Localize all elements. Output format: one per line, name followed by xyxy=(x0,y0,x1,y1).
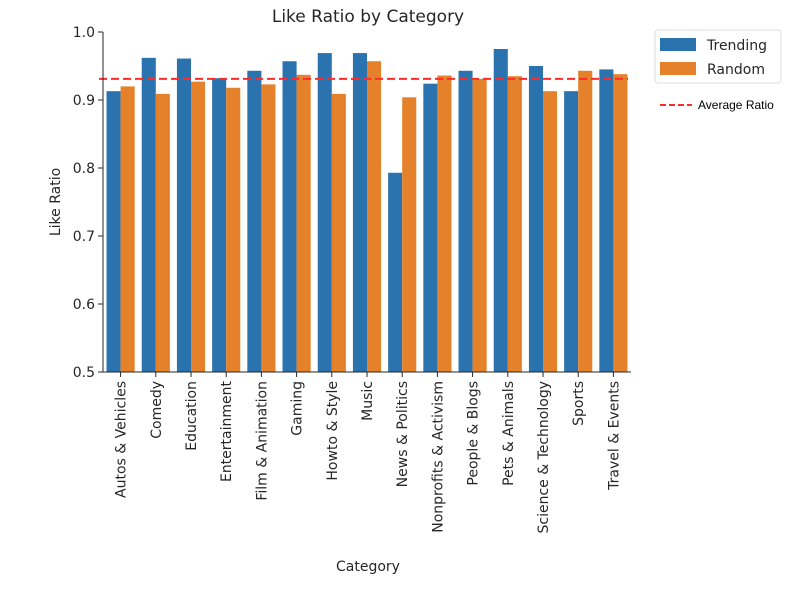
bar-trending-1 xyxy=(141,57,156,373)
y-tick-label: 0.5 xyxy=(73,365,95,381)
legend-label-trending: Trending xyxy=(706,38,767,54)
x-tick-label: Howto & Style xyxy=(325,381,341,481)
bar-random-12 xyxy=(543,91,558,372)
bar-trending-6 xyxy=(317,53,332,372)
bar-trending-5 xyxy=(282,61,297,373)
bar-random-10 xyxy=(472,78,487,373)
y-tick-label: 1.0 xyxy=(73,25,95,41)
bar-trending-2 xyxy=(176,58,191,373)
legend-label-random: Random xyxy=(707,62,765,78)
bar-random-2 xyxy=(191,81,206,372)
bar-trending-0 xyxy=(106,91,121,372)
x-tick-label: Education xyxy=(184,381,200,451)
bar-random-5 xyxy=(296,74,311,372)
y-tick-label: 0.9 xyxy=(73,93,95,109)
bar-random-1 xyxy=(155,93,170,372)
x-tick-label: Sports xyxy=(571,381,587,426)
bar-trending-9 xyxy=(423,83,438,373)
x-tick-label: Pets & Animals xyxy=(501,381,517,486)
bar-random-7 xyxy=(367,61,382,373)
legend-swatch-trending xyxy=(660,38,696,51)
bar-trending-10 xyxy=(458,70,473,372)
x-tick-label: News & Politics xyxy=(395,381,411,487)
bar-random-0 xyxy=(120,86,135,373)
y-tick-label: 0.8 xyxy=(73,161,95,177)
x-tick-label: Science & Technology xyxy=(536,381,552,534)
x-tick-label: Travel & Events xyxy=(606,381,622,491)
y-axis-label: Like Ratio xyxy=(48,168,64,236)
bar-trending-4 xyxy=(247,70,262,372)
chart-title: Like Ratio by Category xyxy=(272,7,464,27)
bar-random-6 xyxy=(331,93,346,372)
x-tick-label: Gaming xyxy=(290,381,306,436)
y-tick-label: 0.7 xyxy=(73,229,95,245)
bar-random-8 xyxy=(402,97,417,372)
bars-group xyxy=(106,49,628,373)
bar-random-14 xyxy=(613,74,628,372)
bar-trending-7 xyxy=(352,53,367,372)
legend-swatch-random xyxy=(660,62,696,75)
x-axis-label: Category xyxy=(336,559,400,575)
x-tick-label: Music xyxy=(360,381,376,421)
x-tick-label: Nonprofits & Activism xyxy=(430,381,446,533)
bar-trending-11 xyxy=(493,49,508,372)
bar-random-9 xyxy=(437,75,452,373)
x-ticks: Autos & Vehicles Comedy Education Entertain… xyxy=(114,372,622,534)
bar-random-13 xyxy=(578,70,593,372)
x-tick-label: Autos & Vehicles xyxy=(114,381,130,498)
x-tick-label: Entertainment xyxy=(219,380,235,482)
bar-random-11 xyxy=(507,76,522,372)
avg-legend: Average Ratio xyxy=(660,98,774,112)
y-tick-label: 0.6 xyxy=(73,297,95,313)
legend-label-average-ratio: Average Ratio xyxy=(698,98,774,112)
bar-trending-14 xyxy=(599,69,614,373)
x-tick-label: Comedy xyxy=(149,381,165,439)
y-ticks: 0.5 0.6 0.7 0.8 0.9 1.0 xyxy=(73,25,103,381)
bar-trending-13 xyxy=(564,91,579,372)
legend: Trending Random xyxy=(654,29,782,84)
bar-trending-8 xyxy=(388,172,403,372)
bar-trending-12 xyxy=(528,66,543,372)
bar-random-3 xyxy=(226,87,241,372)
bar-random-4 xyxy=(261,84,276,373)
bar-trending-3 xyxy=(212,78,227,373)
x-tick-label: People & Blogs xyxy=(466,381,482,486)
x-tick-label: Film & Animation xyxy=(254,381,270,501)
